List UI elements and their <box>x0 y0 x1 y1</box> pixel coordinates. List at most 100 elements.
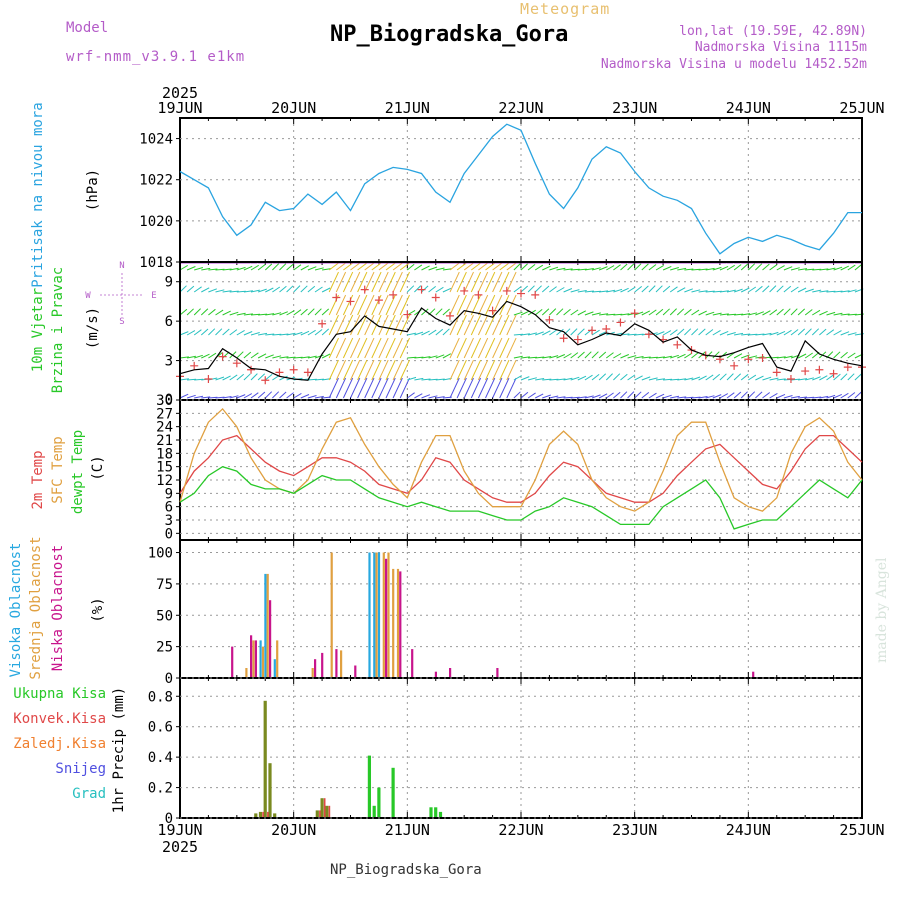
cloud-bar <box>377 552 381 677</box>
wind-barb <box>570 289 580 293</box>
wind-barb <box>499 359 510 381</box>
wind-barb <box>755 391 763 399</box>
cloud-bar <box>434 671 437 677</box>
precip-bar <box>268 763 272 817</box>
wind-barb <box>762 285 770 293</box>
precip-bar <box>263 700 267 817</box>
cloud-bar <box>382 552 385 677</box>
wind-barb <box>733 353 743 359</box>
wind-barb <box>698 290 708 293</box>
wind-barb <box>215 396 225 399</box>
wind-barb <box>357 359 368 381</box>
temp-ylabel-1: 2m Temp <box>30 450 46 509</box>
wind-barb <box>755 375 764 381</box>
wind-barb <box>243 265 253 271</box>
wind-barb <box>783 285 792 293</box>
wind-barb <box>606 289 616 293</box>
wind-barb <box>279 391 287 399</box>
wind-barb <box>691 328 699 336</box>
wind-barb <box>286 392 295 399</box>
wind-barb <box>272 312 282 316</box>
wind-barb <box>215 309 224 316</box>
wind-barb <box>776 330 786 336</box>
wind-barb <box>371 377 382 399</box>
wind-barb <box>300 356 310 359</box>
wind-barb <box>335 271 347 293</box>
wind-barb <box>442 328 450 336</box>
wind-barb <box>840 351 848 359</box>
wind-barb <box>634 286 643 293</box>
wind-barb <box>534 264 544 271</box>
wind-barb <box>833 351 841 359</box>
wind-barb <box>535 331 544 336</box>
station-title: NP_Biogradska_Gora <box>330 22 569 47</box>
wind-barb <box>435 267 445 271</box>
wind-barb <box>769 264 778 271</box>
wind-gust-marker <box>786 374 795 383</box>
wind-barb <box>620 263 628 271</box>
wind-barb <box>698 375 707 381</box>
precip-bar <box>267 811 269 817</box>
wind-barb <box>762 332 772 336</box>
wind-barb <box>499 314 510 336</box>
wind-barb <box>342 377 354 399</box>
wind-barb <box>236 373 245 381</box>
wind-barb <box>698 310 707 316</box>
x-tick-label-top: 19JUN <box>157 99 202 117</box>
wind-barb <box>541 308 550 316</box>
wind-barb <box>577 268 587 271</box>
legend-konvek-kisa: Konvek.Kisa <box>13 711 106 727</box>
wind-barb <box>698 328 706 336</box>
wind-barb <box>620 313 630 316</box>
wind-barb <box>506 294 517 316</box>
wind-barb <box>634 375 643 381</box>
wind-barb <box>406 285 415 293</box>
y-tick-label: 0.4 <box>148 750 173 766</box>
y-tick-label: 0 <box>165 811 173 827</box>
cloud-bar <box>411 649 414 677</box>
wind-barb <box>662 285 671 293</box>
wind-barb <box>250 332 260 336</box>
x-tick-label-bottom: 21JUN <box>385 821 430 839</box>
wind-barb <box>506 377 517 399</box>
wind-barb <box>385 377 396 399</box>
wind-barb <box>527 285 535 293</box>
wind-barb <box>627 374 636 381</box>
cloud-bar <box>252 640 255 677</box>
wind-barb <box>392 271 403 293</box>
x-tick-label-top: 20JUN <box>271 99 316 117</box>
cloud-bar <box>368 552 371 677</box>
cloud-bar <box>259 640 262 677</box>
model-altitude-readout: Nadmorska Visina u modelu 1452.52m <box>600 57 867 72</box>
wind-barb <box>748 312 758 316</box>
cloud-bar <box>449 668 452 677</box>
wind-barb <box>485 377 496 399</box>
wind-barb <box>740 373 749 381</box>
wind-barb <box>200 328 209 336</box>
wind-gust-marker <box>673 340 682 349</box>
wind-barb <box>194 354 203 359</box>
wind-barb <box>513 375 522 381</box>
wind-barb <box>428 266 438 271</box>
wind-barb <box>726 264 735 271</box>
wind-barb <box>719 313 729 316</box>
wind-barb <box>520 333 530 336</box>
wind-barb <box>342 271 354 293</box>
wind-barb <box>804 309 813 316</box>
wind-barb <box>534 393 544 399</box>
wind-barb <box>293 309 302 316</box>
wind-barb <box>691 396 701 399</box>
wind-barb <box>279 285 287 293</box>
wind-barb <box>556 267 566 271</box>
wind-barb <box>421 330 430 336</box>
wind-barb <box>492 337 503 359</box>
wind-barb <box>328 294 339 316</box>
wind-barb <box>300 394 310 399</box>
wind-barb <box>264 391 273 399</box>
wind-barb <box>385 314 396 336</box>
model-label: Model <box>66 20 109 36</box>
wind-barb <box>463 262 474 271</box>
wind-barb <box>229 311 239 316</box>
wind-barb <box>378 337 389 359</box>
wind-barb <box>421 265 430 271</box>
